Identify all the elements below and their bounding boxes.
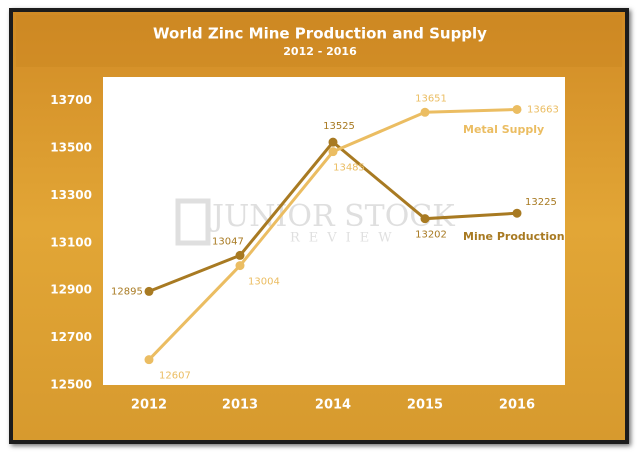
point xyxy=(235,250,245,260)
watermark: JUNIOR STOCK REVIEW xyxy=(175,198,455,246)
legend-label: Mine Production xyxy=(463,230,565,243)
x-tick-label: 2015 xyxy=(407,398,443,413)
data-label: 13004 xyxy=(248,277,280,288)
x-tick-label: 2012 xyxy=(131,398,167,413)
point xyxy=(328,147,338,157)
data-label: 13047 xyxy=(212,236,244,247)
point xyxy=(420,107,430,117)
point xyxy=(512,104,522,114)
data-label: 13202 xyxy=(415,230,447,241)
data-label: 13225 xyxy=(525,197,557,208)
plot-area xyxy=(103,77,565,385)
point xyxy=(328,137,338,147)
watermark-logo xyxy=(175,198,211,246)
data-label: 13651 xyxy=(415,93,447,104)
point xyxy=(144,355,154,365)
y-tick-label: 13500 xyxy=(50,141,92,155)
y-tick-label: 13700 xyxy=(50,93,92,107)
x-tick-label: 2014 xyxy=(315,398,351,413)
x-tick-label: 2013 xyxy=(222,398,258,413)
y-tick-label: 12500 xyxy=(50,378,92,392)
watermark-text: JUNIOR STOCK xyxy=(209,199,455,234)
point xyxy=(512,208,522,218)
data-label: 13663 xyxy=(527,104,559,115)
data-label: 12607 xyxy=(159,371,191,382)
legend-label: Metal Supply xyxy=(463,123,544,136)
y-tick-label: 13300 xyxy=(50,188,92,202)
y-tick-label: 12900 xyxy=(50,283,92,297)
x-tick-label: 2016 xyxy=(499,398,535,413)
y-tick-label: 12700 xyxy=(50,330,92,344)
data-label: 13485 xyxy=(333,163,365,174)
point xyxy=(144,286,154,296)
y-tick-label: 13100 xyxy=(50,235,92,249)
data-label: 13525 xyxy=(323,121,355,132)
point xyxy=(420,214,430,224)
watermark-text: REVIEW xyxy=(290,231,401,246)
point xyxy=(235,261,245,271)
data-label: 12895 xyxy=(111,286,143,297)
chart-title: World Zinc Mine Production and Supply xyxy=(153,25,487,43)
chart-subtitle: 2012 - 2016 xyxy=(283,45,357,58)
title-band xyxy=(16,15,622,67)
